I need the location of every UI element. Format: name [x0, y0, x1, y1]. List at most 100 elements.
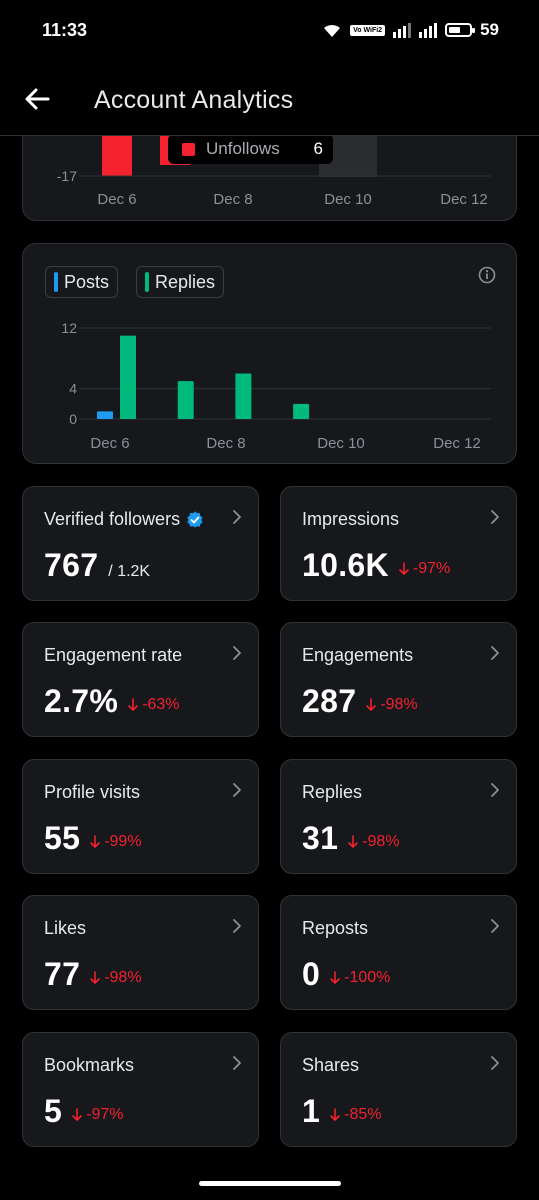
chart-tooltip: Unfollows 6 [168, 134, 333, 164]
metric-label-text: Shares [302, 1055, 360, 1075]
home-indicator[interactable] [199, 1181, 341, 1186]
posts-swatch [54, 272, 58, 292]
metric-delta: -98% [348, 833, 400, 851]
metric-tile-bookmarks[interactable]: Bookmarks 5 -97% [22, 1032, 259, 1147]
status-time: 11:33 [42, 20, 88, 40]
chevron-right-icon [233, 1056, 241, 1070]
status-icons: Vo WiFi2 59 [322, 20, 499, 40]
vowifi-icon: Vo WiFi2 [350, 24, 386, 36]
metric-value-row: 77 -98% [44, 956, 142, 993]
metric-tile-profile-visits[interactable]: Profile visits 55 -99% [22, 759, 259, 874]
wifi-icon [324, 24, 341, 37]
info-icon[interactable] [478, 266, 496, 284]
battery-icon [445, 23, 476, 37]
metric-value: 55 [44, 820, 81, 856]
metric-tile-impressions[interactable]: Impressions 10.6K -97% [280, 486, 517, 601]
metric-tile-likes[interactable]: Likes 77 -98% [22, 895, 259, 1010]
metric-value: 77 [44, 956, 81, 992]
metric-label: Engagements [302, 645, 413, 666]
metric-delta-text: -63% [142, 696, 180, 713]
metric-value: 287 [302, 683, 357, 719]
chevron-right-icon [491, 1056, 499, 1070]
replies-bar [120, 335, 136, 419]
status-bar: 11:33 Vo WiFi2 59 [0, 0, 539, 62]
metric-value: 10.6K [302, 547, 389, 583]
x-tick-label: Dec 8 [206, 435, 245, 452]
metric-delta-text: -100% [344, 969, 391, 986]
replies-swatch [145, 272, 149, 292]
metric-total: / 1.2K [108, 563, 151, 580]
metric-value: 767 [44, 547, 99, 583]
metric-value-row: 2.7% -63% [44, 683, 180, 720]
x-tick-label: Dec 10 [317, 435, 365, 452]
x-tick-label: Dec 12 [433, 435, 481, 452]
chevron-right-icon [491, 646, 499, 660]
metric-label: Shares [302, 1055, 359, 1076]
metric-label-text: Verified followers [44, 509, 181, 529]
metric-delta: -98% [366, 696, 418, 714]
legend-replies-label: Replies [155, 271, 216, 292]
metric-delta-text: -98% [362, 833, 400, 850]
metric-value: 0 [302, 956, 321, 992]
metric-label-text: Likes [44, 918, 87, 938]
y-tick-label: -17 [57, 168, 77, 184]
metric-tile-verified-followers[interactable]: Verified followers 767 / 1.2K [22, 486, 259, 601]
posts-replies-chart: 12 4 0 Dec 6 Dec 8 Dec 10 Dec 12 [61, 320, 491, 452]
metric-value-row: 287 -98% [302, 683, 418, 720]
metric-delta-text: -99% [104, 833, 142, 850]
tooltip-value: 6 [313, 139, 323, 158]
x-tick-label: Dec 6 [90, 435, 129, 452]
metric-label: Replies [302, 782, 362, 803]
chevron-right-icon [233, 919, 241, 933]
metric-value-row: 10.6K -97% [302, 547, 450, 584]
metric-value: 2.7% [44, 683, 119, 719]
verified-badge-icon [187, 510, 203, 528]
metric-delta: -63% [128, 696, 180, 714]
chevron-right-icon [233, 783, 241, 797]
posts-replies-chart-card: Posts Replies 12 4 0 Dec 6 Dec 8 Dec 10 Dec 12 [22, 243, 517, 464]
metric-delta: -100% [330, 969, 390, 987]
metric-tile-reposts[interactable]: Reposts 0 -100% [280, 895, 517, 1010]
legend-posts[interactable]: Posts [45, 266, 119, 298]
arrow-down-icon [128, 698, 138, 711]
metric-tile-engagements[interactable]: Engagements 287 -98% [280, 622, 517, 737]
metric-value-row: 767 / 1.2K [44, 547, 150, 584]
metric-label-text: Engagement rate [44, 645, 183, 665]
metric-delta: -97% [72, 1106, 123, 1124]
arrow-down-icon [330, 1108, 340, 1121]
metric-label: Verified followers [44, 509, 204, 530]
tooltip-label: Unfollows [206, 139, 280, 158]
app-header: Account Analytics [0, 62, 539, 136]
metric-tile-shares[interactable]: Shares 1 -85% [280, 1032, 517, 1147]
metric-label: Impressions [302, 509, 399, 530]
metric-tile-replies[interactable]: Replies 31 -98% [280, 759, 517, 874]
metric-label-text: Reposts [302, 918, 369, 938]
replies-bar [235, 373, 252, 419]
metric-label-text: Profile visits [44, 782, 141, 802]
metric-value-row: 55 -99% [44, 820, 142, 857]
metric-delta: -98% [90, 969, 142, 987]
battery-level: 59 [480, 20, 499, 39]
chevron-right-icon [491, 783, 499, 797]
metric-label-text: Replies [302, 782, 363, 802]
metric-delta-text: -97% [412, 560, 451, 577]
chevron-right-icon [491, 510, 499, 524]
metric-tile-engagement-rate[interactable]: Engagement rate 2.7% -63% [22, 622, 259, 737]
arrow-down-icon [348, 835, 359, 848]
metric-delta: -85% [330, 1106, 381, 1124]
legend-posts-label: Posts [64, 271, 110, 292]
chevron-right-icon [491, 919, 499, 933]
arrow-down-icon [366, 698, 377, 711]
chevron-right-icon [233, 646, 241, 660]
back-arrow-icon[interactable] [22, 84, 52, 114]
signal-icon [393, 22, 412, 38]
metric-value: 5 [44, 1093, 63, 1129]
x-tick-label: Dec 6 [97, 191, 136, 208]
x-tick-label: Dec 10 [324, 191, 372, 208]
metric-label: Engagement rate [44, 645, 182, 666]
chevron-right-icon [233, 510, 241, 524]
metric-label: Profile visits [44, 782, 140, 803]
replies-bar [293, 403, 310, 419]
metric-label-text: Impressions [302, 509, 400, 529]
legend-replies[interactable]: Replies [136, 266, 225, 298]
